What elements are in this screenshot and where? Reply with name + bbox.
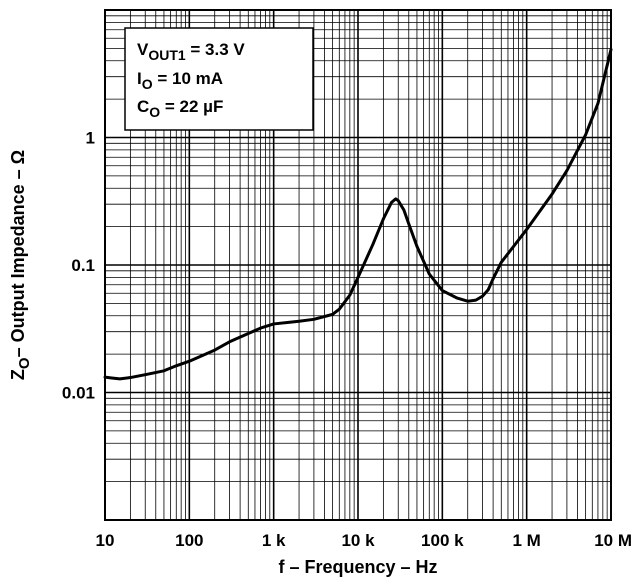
x-tick-labels: 10 100 1 k 10 k 100 k 1 M 10 M xyxy=(96,531,632,550)
legend-line-io: IO = 10 mA xyxy=(137,69,223,92)
x-tick-label: 100 k xyxy=(421,531,464,550)
x-tick-label: 100 xyxy=(175,531,203,550)
y-tick-label: 1 xyxy=(86,129,95,148)
y-tick-label: 0.01 xyxy=(62,384,95,403)
y-tick-labels: 0.01 0.1 1 xyxy=(62,129,95,403)
legend-background xyxy=(124,27,314,131)
plot-frame xyxy=(104,9,612,521)
impedance-curve xyxy=(103,48,613,381)
legend-line-co: CO = 22 µF xyxy=(137,97,223,120)
x-axis-title: f – Frequency – Hz xyxy=(278,557,437,577)
x-tick-label: 10 xyxy=(96,531,115,550)
legend-line-vout: VOUT1 = 3.3 V xyxy=(137,40,245,63)
x-tick-label: 10 M xyxy=(594,531,632,550)
x-tick-label: 10 k xyxy=(341,531,375,550)
x-tick-label: 1 M xyxy=(512,531,540,550)
y-axis-title: ZO– Output Impedance – Ω xyxy=(8,150,33,380)
major-grid xyxy=(104,10,611,521)
legend-box: VOUT1 = 3.3 V IO = 10 mA CO = 22 µF xyxy=(124,27,314,131)
x-tick-label: 1 k xyxy=(262,531,286,550)
y-tick-label: 0.1 xyxy=(71,256,95,275)
